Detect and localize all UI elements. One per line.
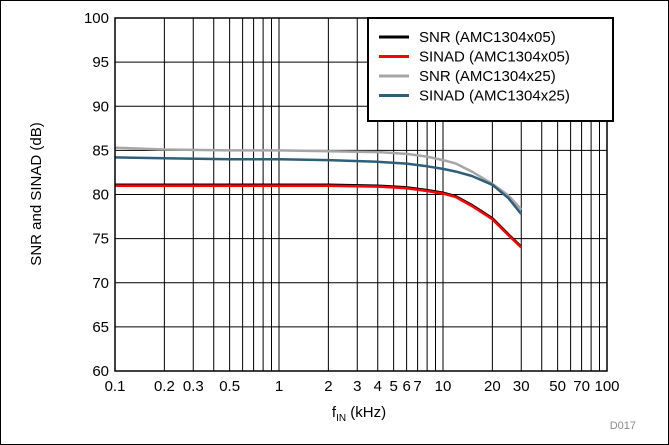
x-axis-ticks: 0.1 0.2 0.3 0.5 1 2 3 4 5 6 7 10 20 30 50 70 100 <box>105 378 620 395</box>
legend-box <box>367 17 614 122</box>
y-axis-ticks: 60 65 70 75 80 85 90 95 100 <box>84 10 109 380</box>
legend-entry-label: SINAD (AMC1304x25) <box>419 88 570 105</box>
x-tick-label: 6 <box>402 378 410 395</box>
legend: SNR (AMC1304x05) SINAD (AMC1304x05) SNR (A… <box>367 17 614 122</box>
x-axis-label: fIN (kHz) <box>332 404 386 424</box>
y-tick-label: 60 <box>92 363 109 380</box>
y-tick-label: 90 <box>92 98 109 115</box>
series-line-3 <box>114 146 523 211</box>
series-line-2 <box>115 184 523 249</box>
x-tick-label: 100 <box>594 378 619 395</box>
y-tick-label: 100 <box>84 10 109 27</box>
x-tick-label: 20 <box>484 378 501 395</box>
y-axis-label: SNR and SINAD (dB) <box>28 122 45 265</box>
x-tick-label: 10 <box>435 378 452 395</box>
x-tick-label: 2 <box>324 378 332 395</box>
legend-entry-label: SNR (AMC1304x05) <box>419 29 556 46</box>
x-tick-label: 3 <box>353 378 361 395</box>
legend-entry-label: SNR (AMC1304x25) <box>419 68 556 85</box>
x-tick-label: 5 <box>389 378 397 395</box>
series-line-4 <box>114 156 523 215</box>
series-lines <box>114 146 523 249</box>
x-axis-label-unit: (kHz) <box>346 404 386 421</box>
x-axis-label-main: f <box>332 404 337 421</box>
x-tick-label: 7 <box>413 378 421 395</box>
plot-frame <box>114 17 608 372</box>
x-tick-label: 0.2 <box>154 378 175 395</box>
x-tick-label: 30 <box>513 378 530 395</box>
x-tick-label: 0.3 <box>183 378 204 395</box>
y-tick-label: 85 <box>92 142 109 159</box>
y-tick-label: 95 <box>92 54 109 71</box>
x-tick-label: 50 <box>549 378 566 395</box>
y-tick-label: 80 <box>92 187 109 204</box>
x-tick-label: 0.5 <box>219 378 240 395</box>
legend-entry-label: SINAD (AMC1304x05) <box>419 49 570 66</box>
y-tick-label: 70 <box>92 275 109 292</box>
figure-code: D017 <box>610 420 636 432</box>
x-tick-label: 0.1 <box>105 378 126 395</box>
x-tick-label: 1 <box>275 378 283 395</box>
y-tick-label: 75 <box>92 231 109 248</box>
y-tick-label: 65 <box>92 319 109 336</box>
x-tick-label: 4 <box>374 378 382 395</box>
x-axis-label-subscript: IN <box>336 413 346 424</box>
x-tick-label: 70 <box>573 378 590 395</box>
